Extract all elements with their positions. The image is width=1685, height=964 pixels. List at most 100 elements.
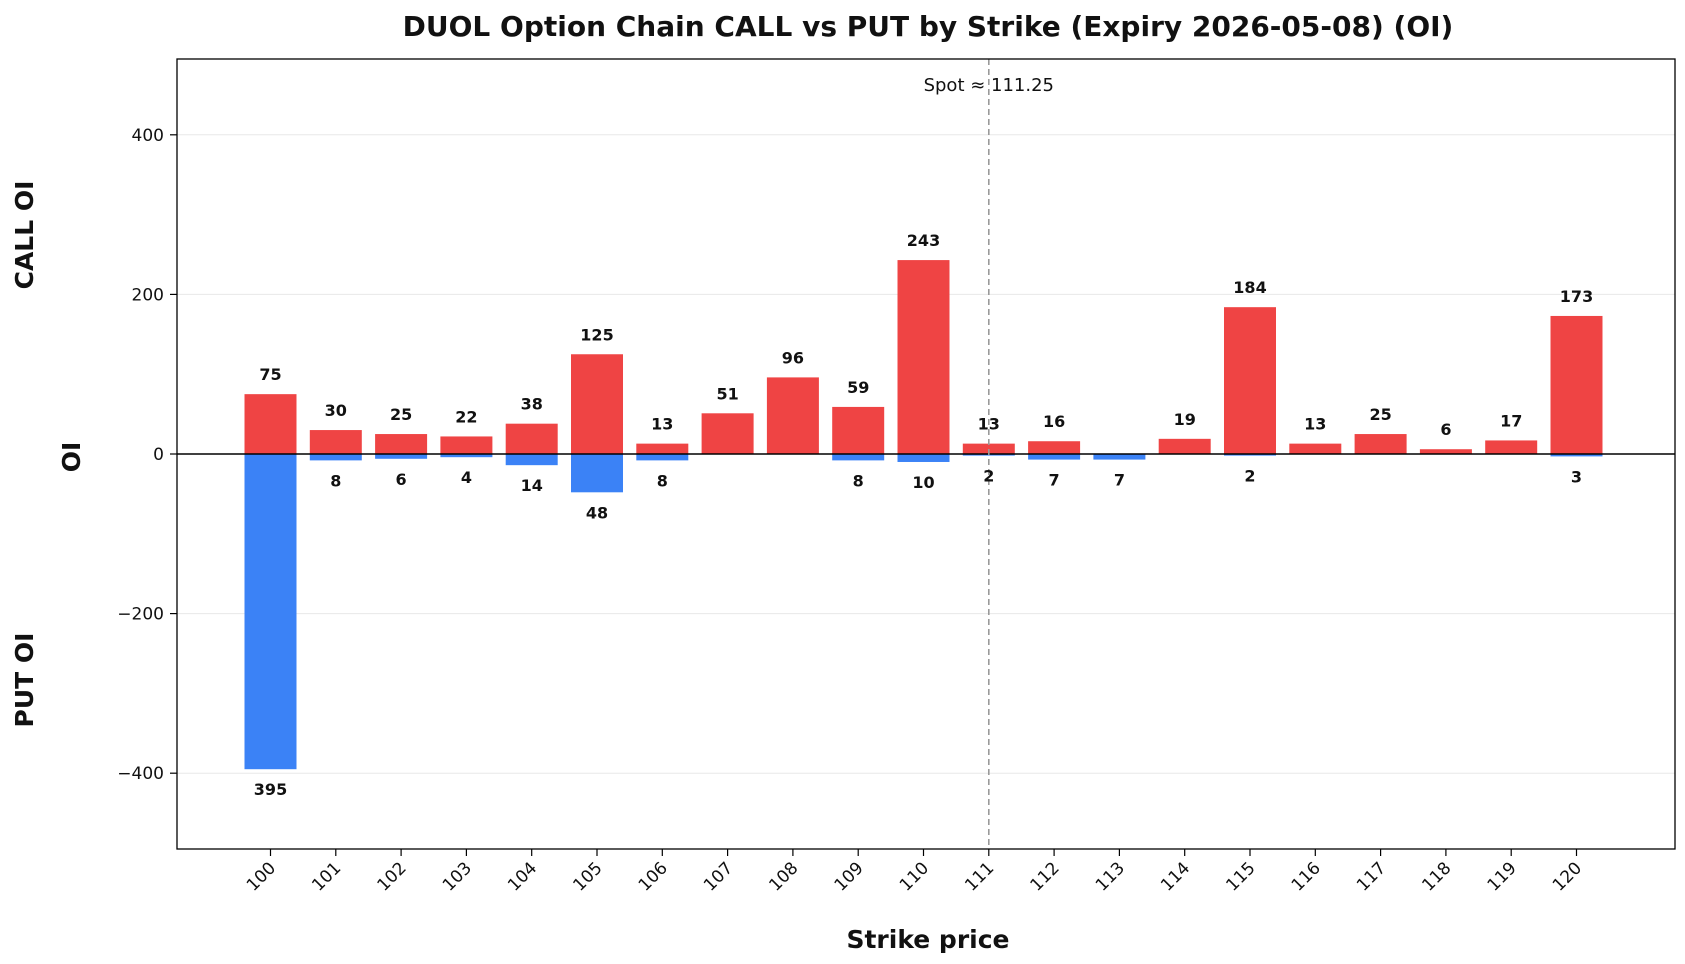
put-bar xyxy=(1093,454,1146,460)
x-tick-label: 103 xyxy=(439,858,476,895)
put-bar xyxy=(636,454,689,461)
put-bar xyxy=(505,454,558,466)
call-bar xyxy=(1158,438,1211,454)
call-value-label: 243 xyxy=(907,231,940,250)
x-tick-label: 110 xyxy=(896,858,933,895)
x-tick-label: 115 xyxy=(1222,858,1259,895)
x-tick-label: 101 xyxy=(308,858,345,895)
call-bar xyxy=(636,443,689,454)
call-bar xyxy=(701,413,754,454)
put-bar xyxy=(1028,454,1081,460)
call-bar xyxy=(244,394,297,454)
call-bar xyxy=(1354,434,1407,454)
x-axis-label: Strike price xyxy=(846,925,1009,954)
call-bar xyxy=(1028,441,1081,454)
put-value-label: 10 xyxy=(912,473,934,492)
put-value-label: 14 xyxy=(521,476,543,495)
call-bar xyxy=(375,434,428,454)
put-value-label: 8 xyxy=(853,471,864,490)
call-bar xyxy=(1550,315,1603,454)
call-bar xyxy=(766,377,819,454)
call-bar xyxy=(1485,440,1538,454)
x-tick-label: 102 xyxy=(374,858,411,895)
put-bar xyxy=(440,454,493,458)
call-bar xyxy=(505,423,558,454)
call-value-label: 13 xyxy=(651,415,673,434)
put-value-label: 8 xyxy=(330,471,341,490)
call-bar xyxy=(897,260,950,454)
x-tick-label: 111 xyxy=(961,858,998,895)
put-value-label: 6 xyxy=(396,470,407,489)
y-axis-ticks: −400 −200 0 200 400 xyxy=(117,126,177,784)
x-tick-label: 119 xyxy=(1484,858,1521,895)
x-tick-label: 116 xyxy=(1288,858,1325,895)
put-value-label: 48 xyxy=(586,503,608,522)
chart-title: DUOL Option Chain CALL vs PUT by Strike … xyxy=(403,10,1454,43)
x-tick-label: 109 xyxy=(831,858,868,895)
x-tick-label: 108 xyxy=(765,858,802,895)
x-tick-label: 117 xyxy=(1353,858,1390,895)
data-labels: 7539530825622438141254813851965982431013… xyxy=(254,231,1593,799)
put-bar xyxy=(375,454,428,459)
call-value-label: 75 xyxy=(259,365,281,384)
call-bar xyxy=(832,406,885,454)
y-tick-label: 400 xyxy=(132,126,164,146)
call-value-label: 96 xyxy=(782,348,804,367)
call-bar xyxy=(962,443,1015,454)
put-bar xyxy=(832,454,885,461)
put-value-label: 2 xyxy=(1244,467,1255,486)
put-value-label: 8 xyxy=(657,471,668,490)
call-bar xyxy=(1224,307,1276,454)
y-tick-label: 0 xyxy=(153,445,164,465)
bars xyxy=(244,260,1603,770)
y-axis-label: OI xyxy=(57,442,86,473)
x-tick-label: 114 xyxy=(1157,858,1194,895)
call-value-label: 173 xyxy=(1560,287,1593,306)
call-value-label: 59 xyxy=(847,378,869,397)
call-value-label: 184 xyxy=(1233,278,1266,297)
x-tick-label: 104 xyxy=(504,858,541,895)
put-bar xyxy=(309,454,362,461)
call-value-label: 13 xyxy=(978,415,1000,434)
call-value-label: 19 xyxy=(1174,410,1196,429)
call-value-label: 13 xyxy=(1304,415,1326,434)
put-bar xyxy=(897,454,950,462)
call-bar xyxy=(309,430,362,454)
call-bar xyxy=(1419,449,1472,454)
x-tick-label: 105 xyxy=(569,858,606,895)
call-bar xyxy=(1289,443,1342,454)
put-bar xyxy=(244,454,297,770)
call-value-label: 25 xyxy=(390,405,412,424)
x-tick-label: 120 xyxy=(1549,858,1586,895)
put-value-label: 7 xyxy=(1049,471,1060,490)
x-tick-label: 113 xyxy=(1092,858,1129,895)
call-value-label: 16 xyxy=(1043,412,1065,431)
call-value-label: 22 xyxy=(455,407,477,426)
y-axis-label-put: PUT OI xyxy=(10,633,39,728)
x-tick-label: 118 xyxy=(1418,858,1455,895)
call-value-label: 38 xyxy=(521,395,543,414)
call-bar xyxy=(440,436,493,454)
x-tick-label: 112 xyxy=(1027,858,1064,895)
call-bar xyxy=(571,354,623,454)
y-tick-label: −200 xyxy=(117,605,164,625)
call-value-label: 30 xyxy=(325,401,347,420)
plot-area: Spot ≈ 111.25 75395308256224381412548138… xyxy=(176,58,1676,850)
x-tick-label: 106 xyxy=(635,858,672,895)
put-bar xyxy=(1550,454,1603,457)
call-value-label: 17 xyxy=(1500,411,1522,430)
x-tick-label: 100 xyxy=(243,858,280,895)
y-axis-label-call: CALL OI xyxy=(10,181,39,290)
y-tick-label: −400 xyxy=(117,764,164,784)
put-value-label: 2 xyxy=(983,467,994,486)
call-value-label: 125 xyxy=(580,325,613,344)
call-value-label: 6 xyxy=(1440,420,1451,439)
put-value-label: 395 xyxy=(254,780,287,799)
put-value-label: 3 xyxy=(1571,467,1582,486)
put-value-label: 4 xyxy=(461,468,472,487)
put-bar xyxy=(571,454,623,493)
y-tick-label: 200 xyxy=(132,285,164,305)
x-tick-label: 107 xyxy=(700,858,737,895)
spot-label: Spot ≈ 111.25 xyxy=(924,75,1054,96)
